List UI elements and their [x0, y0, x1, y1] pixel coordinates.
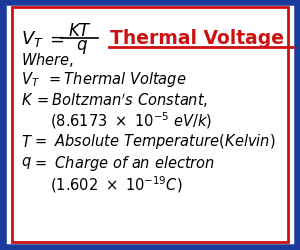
Text: $q$: $q$ — [21, 154, 32, 170]
Text: $= Boltzman's\ Constant,$: $= Boltzman's\ Constant,$ — [34, 91, 209, 109]
Text: $=\ Absolute\ Temperature(Kelvin)$: $=\ Absolute\ Temperature(Kelvin)$ — [32, 132, 276, 150]
Text: $(8.6173\ \times\ 10^{-5}\ eV/k)$: $(8.6173\ \times\ 10^{-5}\ eV/k)$ — [50, 110, 212, 131]
Text: $K$: $K$ — [21, 92, 34, 108]
Text: $=\ Charge\ of\ an\ electron$: $=\ Charge\ of\ an\ electron$ — [32, 153, 215, 172]
Text: $(1.602\ \times\ 10^{-19}C)$: $(1.602\ \times\ 10^{-19}C)$ — [50, 174, 182, 194]
Text: $T$: $T$ — [21, 133, 33, 149]
Text: $V_T$: $V_T$ — [21, 29, 44, 49]
Text: $KT$: $KT$ — [68, 22, 92, 40]
Text: $V_T$: $V_T$ — [21, 70, 40, 89]
Text: $q$: $q$ — [76, 38, 88, 56]
Text: Thermal Voltage: Thermal Voltage — [110, 29, 284, 48]
Text: $= Thermal\ Voltage$: $= Thermal\ Voltage$ — [46, 70, 187, 89]
Text: $\it{Where,}$: $\it{Where,}$ — [21, 51, 74, 69]
Text: $=$: $=$ — [46, 30, 65, 48]
